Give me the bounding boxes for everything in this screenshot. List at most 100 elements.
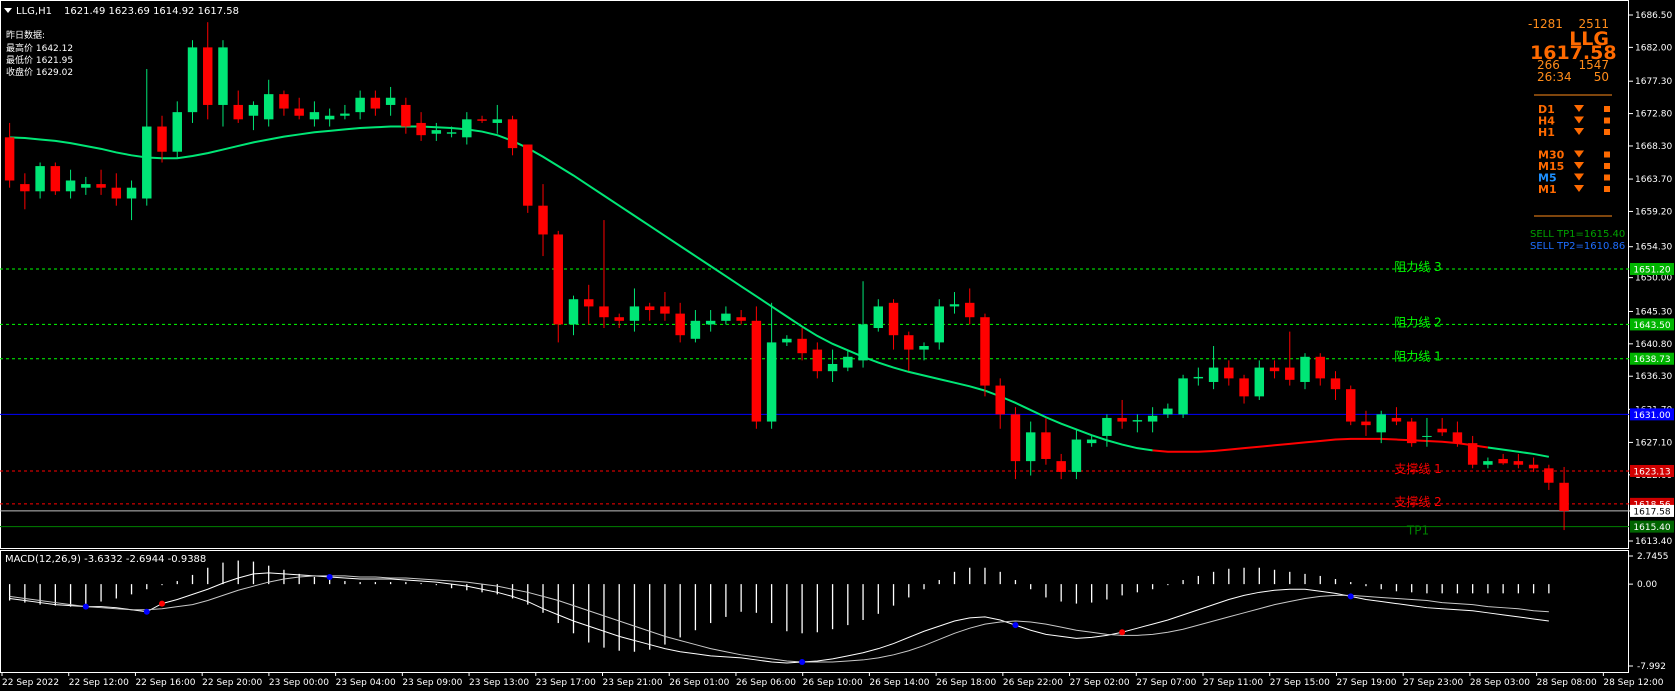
price-tick-label: 1682.00	[1635, 43, 1672, 53]
candle-body	[1467, 443, 1478, 465]
price-tick-label: 1663.70	[1635, 175, 1672, 185]
time-tick-label: 26 Sep 01:00	[669, 678, 729, 688]
candle-body	[157, 126, 167, 152]
time-tick-label: 23 Sep 21:00	[603, 678, 663, 688]
candle-body	[888, 302, 899, 336]
candlesticks	[4, 22, 1569, 531]
info-panel: -1281 2511 LLG 1617.58 266 1547 26:34 50…	[1528, 17, 1625, 252]
candle-body	[111, 187, 122, 199]
candle-body	[1163, 408, 1173, 415]
candle-body	[294, 108, 304, 116]
candle-body	[904, 335, 914, 350]
sell-tp1: SELL TP1=1615.40	[1530, 229, 1625, 240]
time-tick-label: 27 Sep 11:00	[1203, 678, 1263, 688]
candle-body	[203, 47, 213, 105]
candle-body	[142, 126, 152, 199]
candle-body	[1483, 461, 1493, 465]
candle-body	[1422, 435, 1432, 437]
time-tick-label: 22 Sep 16:00	[135, 678, 195, 688]
level-price-tag	[1630, 520, 1674, 533]
price-tick-label: 1677.30	[1635, 77, 1672, 87]
candle-body	[20, 184, 30, 192]
candle-body	[584, 299, 594, 307]
level-label: 阻力线 3	[1394, 260, 1441, 274]
panel-right-value: 2511	[1578, 17, 1609, 31]
price-tick-label: 1640.80	[1635, 340, 1672, 350]
candle-body	[1071, 439, 1082, 472]
candle-body	[766, 342, 777, 422]
candle-body	[705, 320, 716, 325]
candle-body	[980, 317, 990, 386]
ohlc-values: 1621.49 1623.69 1614.92 1617.58	[64, 6, 239, 17]
signal-square-icon	[1604, 186, 1610, 192]
candle-body	[1559, 482, 1569, 511]
candle-body	[1269, 367, 1280, 372]
candle-body	[1208, 367, 1219, 382]
signal-square-icon	[1604, 106, 1610, 112]
timeframe-label: M5	[1538, 172, 1557, 185]
candle-body	[279, 94, 289, 109]
candle-body	[1361, 421, 1371, 426]
candle-body	[1513, 461, 1524, 465]
candle-body	[919, 345, 929, 350]
candle-body	[873, 306, 884, 329]
macd-cross-marker	[159, 600, 166, 607]
macd-cross-marker	[143, 608, 150, 615]
macd-cross-marker	[799, 658, 806, 665]
panel-symbol: LLG	[1569, 28, 1609, 50]
level-label: TP1	[1406, 524, 1429, 538]
candle-body	[1300, 356, 1310, 382]
candle-body	[797, 338, 807, 354]
ma-line-down	[9, 125, 1153, 452]
candle-body	[1376, 414, 1386, 433]
panel-sub-right: 1547	[1578, 58, 1609, 72]
macd-cross-marker	[1012, 622, 1019, 629]
down-arrow-icon	[1574, 185, 1584, 192]
time-tick-label: 23 Sep 00:00	[269, 678, 329, 688]
macd-label: MACD(12,26,9) -3.6332 -2.6944 -0.9388	[5, 554, 206, 565]
macd-cross-marker	[326, 573, 333, 580]
time-tick-label: 27 Sep 23:00	[1403, 678, 1463, 688]
signal-square-icon	[1604, 174, 1610, 181]
price-tick-label: 1672.80	[1635, 110, 1672, 120]
candle-body	[1285, 367, 1295, 380]
level-label: 阻力线 1	[1394, 350, 1441, 364]
candle-body	[324, 115, 335, 120]
candle-body	[1025, 432, 1036, 462]
candle-body	[675, 313, 685, 336]
candle-body	[1528, 464, 1539, 469]
time-tick-label: 27 Sep 07:00	[1136, 678, 1196, 688]
down-arrow-icon	[1574, 150, 1584, 158]
time-tick-label: 23 Sep 09:00	[402, 678, 462, 688]
timeframe-label: M30	[1538, 149, 1565, 162]
dropdown-triangle-icon[interactable]	[4, 8, 12, 13]
ma-line-up	[1152, 437, 1489, 453]
price-tick-label: 1659.20	[1635, 207, 1672, 217]
candle-body	[1086, 439, 1097, 444]
panel-sub-left: 266	[1537, 58, 1560, 72]
candle-body	[934, 306, 944, 343]
symbol-timeframe: LLG,H1	[16, 6, 52, 17]
level-label: 支撑线 1	[1394, 461, 1441, 476]
time-tick-label: 23 Sep 04:00	[336, 678, 396, 688]
price-tags: 1651.201643.501638.731631.001623.131618.…	[1630, 263, 1674, 533]
candle-body	[1239, 378, 1249, 397]
candle-body	[4, 137, 15, 181]
price-tick-label: 1686.50	[1635, 11, 1672, 21]
macd-cross-marker	[82, 603, 89, 610]
macd-tick-label: -7.992	[1637, 662, 1666, 672]
level-price-tag-text: 1643.50	[1633, 321, 1670, 331]
time-tick-label: 23 Sep 17:00	[536, 678, 596, 688]
candle-body	[629, 306, 640, 321]
ma-line-down-end	[1487, 446, 1550, 458]
time-tick-label: 27 Sep 19:00	[1336, 678, 1396, 688]
level-price-tag	[1630, 408, 1674, 421]
chart-header: LLG,H1 1621.49 1623.69 1614.92 1617.58 昨…	[4, 6, 239, 78]
candle-body	[1224, 367, 1234, 379]
candle-body	[1117, 417, 1127, 422]
candle-body	[553, 234, 563, 325]
candle-body	[1010, 414, 1021, 462]
time-tick-label: 22 Sep 20:00	[202, 678, 262, 688]
